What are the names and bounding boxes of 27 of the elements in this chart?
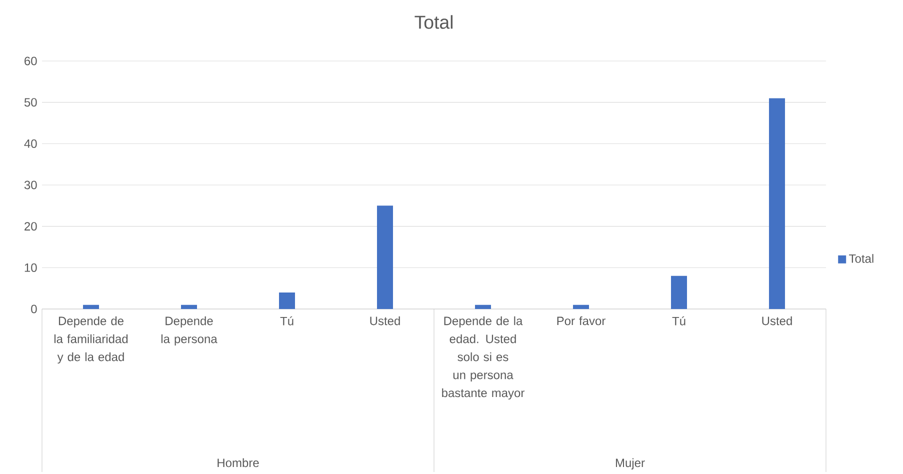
x-tick-label: Tú [672,316,686,326]
x-tick-label: Depende la persona [161,316,218,346]
x-tick-label: Por favor [557,316,606,326]
x-tick-label: Usted [762,316,792,326]
legend-label: Total [849,254,874,263]
y-tick-label: 0 [31,304,37,314]
y-tick-label: 50 [24,98,37,107]
bar [83,304,100,310]
bar [768,98,785,310]
bar [377,206,393,310]
bar [181,304,198,310]
text: Hombre [218,458,259,468]
y-tick-label: 10 [24,263,37,272]
x-tick-label: Tú [280,316,294,326]
x-tick-label: Usted [370,316,400,326]
x-tick-label: Depende de la familiaridad y de la edad [54,316,128,364]
bar [572,304,589,310]
y-tick-label: 30 [24,180,37,190]
bar [279,292,295,310]
text: Mujer [616,458,645,470]
bar [670,276,687,310]
y-tick-label: 60 [24,56,37,66]
y-tick-label: 20 [24,222,37,231]
chart-title: Total [414,15,452,29]
x-tick-label: Depende de la edad. Usted solo si es un persona bastante mayor [442,316,524,400]
bar [475,304,491,310]
y-tick-label: 40 [24,139,37,148]
